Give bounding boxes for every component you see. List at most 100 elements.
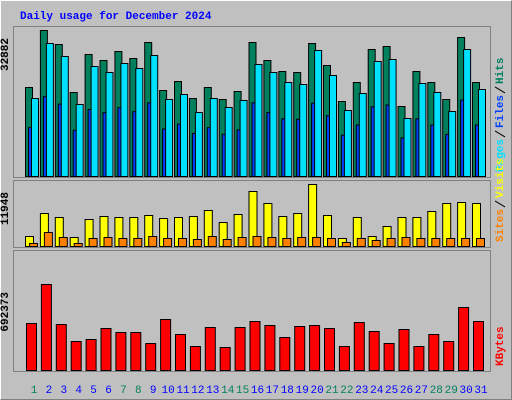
x-tick-label: 18: [281, 385, 294, 397]
legend-label: Hits: [495, 58, 507, 84]
bar: [189, 345, 201, 371]
legend-separator: [494, 86, 506, 94]
bar: [75, 104, 84, 177]
bar: [40, 284, 52, 371]
bar: [234, 326, 246, 372]
bar: [224, 107, 233, 177]
bar: [194, 112, 203, 177]
bar: [443, 340, 455, 371]
bar: [58, 237, 68, 248]
legend-separator: [494, 130, 506, 138]
bar: [383, 342, 395, 371]
x-tick-label: 2: [46, 385, 53, 397]
bar: [401, 237, 411, 248]
bar: [473, 320, 484, 372]
bar: [55, 323, 67, 372]
bar: [338, 345, 350, 371]
bar: [70, 340, 82, 371]
bar: [60, 56, 69, 178]
legend: Pages Files Hits: [494, 58, 507, 172]
bar: [388, 59, 397, 177]
x-tick-label: 10: [161, 385, 174, 397]
bar: [118, 237, 128, 247]
bar: [165, 98, 174, 177]
x-tick-label: 8: [135, 385, 142, 397]
bar: [284, 81, 293, 177]
legend-label: Sites: [495, 209, 507, 242]
x-tick-label: 28: [430, 385, 443, 397]
bar: [135, 68, 144, 177]
bar: [461, 237, 471, 247]
legend-label: Visits: [495, 158, 507, 198]
bar: [219, 346, 231, 372]
y-tick-label: 692373: [0, 292, 12, 332]
bar: [105, 71, 114, 177]
legend-separator: [494, 200, 506, 208]
bar: [222, 238, 232, 247]
bar: [160, 318, 172, 372]
x-tick-label: 25: [385, 385, 398, 397]
bar: [458, 306, 470, 371]
bar: [163, 237, 173, 247]
bar: [282, 237, 292, 247]
bar: [478, 89, 486, 177]
bar: [90, 66, 99, 177]
x-tick-label: 11: [176, 385, 190, 397]
bar: [356, 237, 366, 247]
x-tick-label: 23: [355, 385, 368, 397]
bar: [398, 328, 410, 372]
x-tick-label: 15: [236, 385, 249, 397]
x-tick-label: 5: [90, 385, 97, 397]
bar: [476, 237, 485, 247]
bar: [343, 109, 352, 177]
bar: [312, 237, 322, 248]
bar: [130, 331, 142, 372]
x-tick-label: 4: [75, 385, 82, 397]
bar: [299, 84, 308, 177]
x-tick-label: 27: [415, 385, 428, 397]
bar: [100, 327, 112, 371]
x-tick-label: 22: [340, 385, 353, 397]
bar: [416, 237, 426, 247]
bar: [207, 236, 217, 248]
bar: [446, 237, 456, 247]
bar: [85, 338, 97, 372]
bar: [297, 237, 307, 248]
bar: [418, 83, 427, 177]
bar: [269, 71, 278, 177]
x-tick-label: 14: [221, 385, 235, 397]
x-tick-label: 3: [60, 385, 67, 397]
bar: [254, 64, 263, 177]
bar: [249, 320, 261, 372]
x-tick-label: 29: [445, 385, 458, 397]
bar: [175, 333, 186, 372]
bar: [120, 62, 129, 178]
bar: [26, 322, 37, 371]
bar: [145, 342, 157, 371]
x-tick-label: 1: [31, 385, 38, 397]
bar: [403, 117, 412, 178]
bar: [73, 243, 83, 248]
x-tick-label: 6: [105, 385, 112, 397]
bar: [279, 336, 291, 372]
bar: [148, 236, 158, 248]
bar: [264, 324, 276, 371]
bar: [463, 48, 472, 178]
bar: [353, 321, 365, 371]
bar: [428, 333, 440, 372]
bar: [386, 237, 396, 247]
x-tick-label: 16: [251, 385, 264, 397]
chart-title: Daily usage for December 2024: [20, 11, 212, 23]
x-tick-label: 13: [206, 385, 219, 397]
legend: KBytes: [495, 326, 507, 366]
bar: [267, 237, 277, 248]
bar: [192, 238, 202, 247]
bar: [309, 324, 321, 371]
x-tick-label: 12: [191, 385, 204, 397]
bar: [371, 240, 381, 248]
bar: [329, 75, 337, 177]
x-tick-label: 7: [120, 385, 127, 397]
x-tick-label: 24: [370, 385, 384, 397]
